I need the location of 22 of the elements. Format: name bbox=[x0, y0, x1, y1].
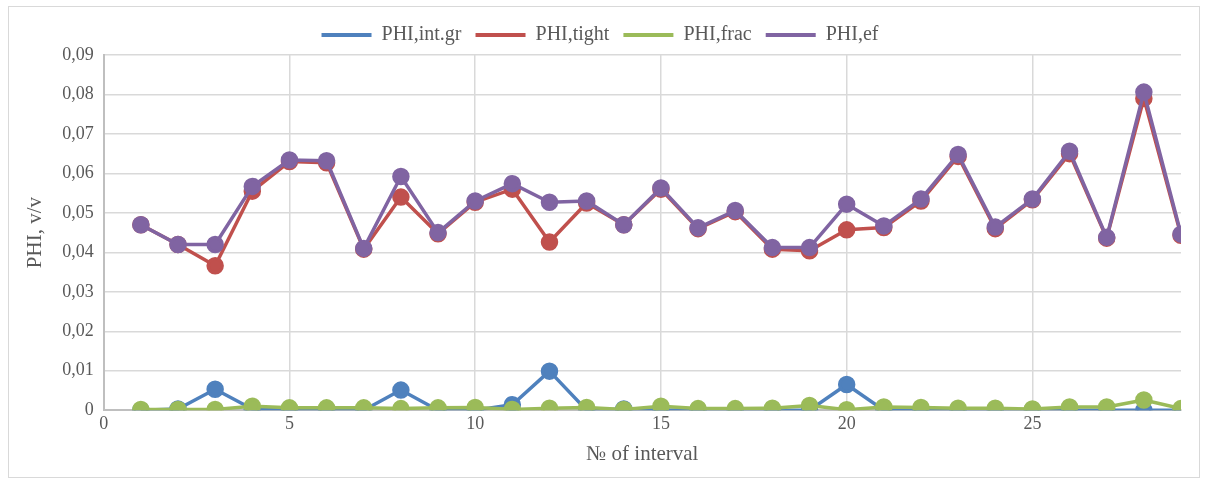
y-tick-label: 0,09 bbox=[62, 43, 94, 64]
y-axis-title: PHI, v/v bbox=[22, 196, 47, 269]
legend-label: PHI,frac bbox=[683, 22, 752, 45]
x-tick-label: 10 bbox=[466, 412, 485, 433]
y-tick-label: 0,01 bbox=[62, 359, 94, 380]
x-tick-label: 15 bbox=[651, 412, 670, 433]
y-tick-label: 0 bbox=[84, 398, 94, 419]
y-tick-label: 0,07 bbox=[62, 122, 94, 143]
x-tick-label: 25 bbox=[1023, 412, 1042, 433]
x-tick-label: 0 bbox=[99, 412, 109, 433]
y-tick-label: 0,03 bbox=[62, 280, 94, 301]
y-tick-label: 0,02 bbox=[62, 320, 94, 340]
x-tick-label: 20 bbox=[837, 412, 856, 433]
x-tick-label: 5 bbox=[284, 412, 294, 433]
x-axis-title: № of interval bbox=[586, 440, 699, 465]
y-tick-label: 0,05 bbox=[62, 201, 94, 222]
y-tick-label: 0,04 bbox=[62, 241, 94, 262]
y-tick-label: 0,08 bbox=[62, 83, 94, 104]
y-tick-label: 0,06 bbox=[62, 162, 94, 183]
legend-label: PHI,int.gr bbox=[381, 22, 462, 46]
legend-label: PHI,tight bbox=[535, 22, 610, 46]
legend-label: PHI,ef bbox=[825, 22, 879, 45]
